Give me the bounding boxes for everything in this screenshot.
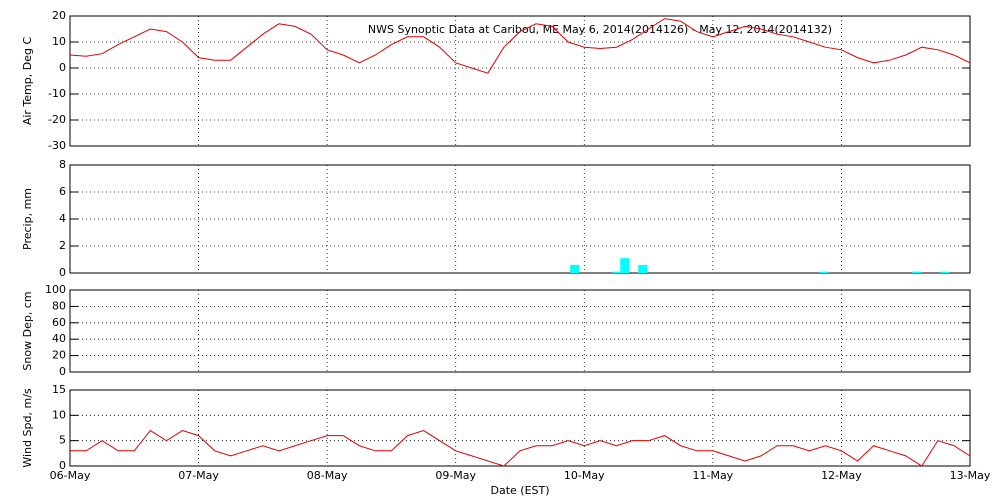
x-axis-label: Date (EST) xyxy=(490,484,549,497)
y-tick-label: 20 xyxy=(52,349,66,362)
y-tick-label: 10 xyxy=(52,35,66,48)
plot-frame xyxy=(69,289,971,373)
plot-frame xyxy=(69,15,971,147)
y-tick-label: 80 xyxy=(52,299,66,312)
y-tick-label: 0 xyxy=(59,459,66,472)
bar xyxy=(620,258,630,273)
y-tick-label: 20 xyxy=(52,9,66,22)
y-tick-label: 0 xyxy=(59,61,66,74)
y-tick-label: 60 xyxy=(52,316,66,329)
x-tick-label: 06-May xyxy=(50,469,91,482)
x-tick-label: 09-May xyxy=(435,469,476,482)
y-tick-label: -30 xyxy=(48,139,66,152)
x-tick-label: 13-May xyxy=(950,469,991,482)
y-tick-label: 10 xyxy=(52,408,66,421)
y-tick-label: 0 xyxy=(59,266,66,279)
bar xyxy=(912,271,922,273)
y-tick-label: 5 xyxy=(59,434,66,447)
bar xyxy=(612,271,622,273)
y-tick-label: 100 xyxy=(45,283,66,296)
x-tick-label: 07-May xyxy=(178,469,219,482)
x-tick-label: 10-May xyxy=(564,469,605,482)
series-line xyxy=(70,429,971,467)
y-axis-label: Precip, mm xyxy=(21,188,34,250)
y-tick-label: -20 xyxy=(48,113,66,126)
bar xyxy=(570,264,580,273)
chart-title: NWS Synoptic Data at Caribou, ME May 6, … xyxy=(368,23,832,36)
y-tick-label: 2 xyxy=(59,239,66,252)
y-tick-label: -10 xyxy=(48,87,66,100)
series-line xyxy=(69,18,971,74)
y-axis-label: Snow Dep, cm xyxy=(21,291,34,370)
bar xyxy=(819,271,829,273)
x-tick-label: 11-May xyxy=(692,469,733,482)
y-tick-label: 40 xyxy=(52,332,66,345)
x-tick-label: 12-May xyxy=(821,469,862,482)
y-axis-label: Air Temp, Deg C xyxy=(21,37,34,126)
x-tick-label: 08-May xyxy=(307,469,348,482)
y-tick-label: 0 xyxy=(59,365,66,378)
y-tick-label: 8 xyxy=(59,158,66,171)
y-tick-label: 4 xyxy=(59,212,66,225)
y-tick-label: 15 xyxy=(52,383,66,396)
y-tick-label: 6 xyxy=(59,185,66,198)
plot-frame xyxy=(69,164,971,274)
plot-frame xyxy=(69,389,971,467)
bar xyxy=(940,271,950,273)
y-axis-label: Wind Spd, m/s xyxy=(21,388,34,468)
bar xyxy=(638,264,648,273)
